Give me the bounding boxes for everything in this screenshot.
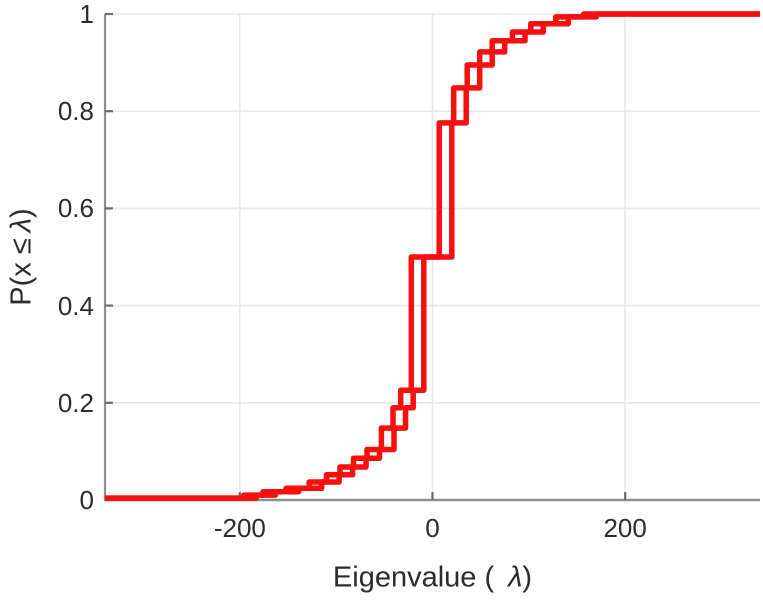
y-tick-label: 0.8 <box>57 96 94 127</box>
y-tick-label: 0.2 <box>57 387 94 418</box>
y-tick-label: 0.6 <box>57 193 94 224</box>
lambda-symbol: λ <box>508 561 523 594</box>
x-tick-label: 0 <box>425 513 440 543</box>
y-axis-label-close: ) <box>5 208 38 218</box>
x-axis-label: Eigenvalue ( λ) <box>333 562 532 595</box>
gridlines <box>105 13 760 500</box>
y-tick-label: 0 <box>79 485 94 515</box>
cdf-curves <box>105 11 760 501</box>
y-tick-label: 0.4 <box>57 290 94 321</box>
y-axis-label-text: P(x ≤ <box>5 238 38 306</box>
x-axis-label-text: Eigenvalue ( <box>332 561 495 594</box>
x-tick-label: -200 <box>213 513 266 543</box>
y-tick-label: 1 <box>79 0 94 29</box>
cdf-curve-2 <box>105 11 760 501</box>
x-tick-label: 200 <box>603 513 647 543</box>
y-axis-label: P(x ≤ λ) <box>6 208 39 305</box>
lambda-symbol: λ <box>5 217 38 233</box>
x-axis-label-close: ) <box>522 561 533 594</box>
tick-marks <box>105 12 627 502</box>
